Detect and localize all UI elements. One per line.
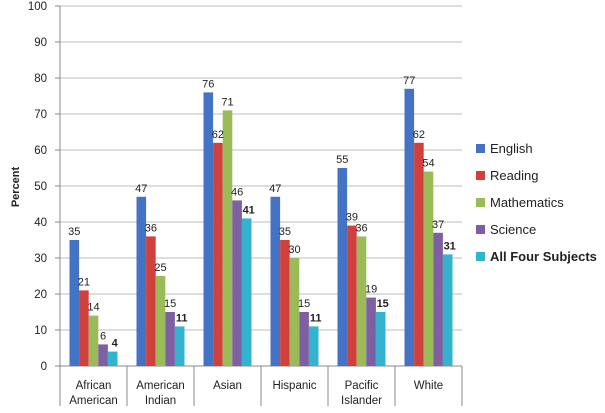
data-label: 6 xyxy=(100,330,106,342)
y-tick-label: 0 xyxy=(41,361,47,373)
bar xyxy=(442,254,453,366)
data-label: 76 xyxy=(202,78,214,90)
y-tick-label: 20 xyxy=(34,289,47,301)
data-label: 15 xyxy=(164,298,176,310)
x-category-label: Hispanic xyxy=(272,380,316,392)
bar xyxy=(241,218,252,366)
data-label: 35 xyxy=(68,226,80,238)
x-category-label: Indian xyxy=(145,395,176,407)
y-tick-label: 100 xyxy=(28,1,47,13)
x-category-label: White xyxy=(414,380,443,392)
y-axis-title: Percent xyxy=(10,166,22,207)
bar xyxy=(299,312,309,366)
bars xyxy=(69,88,453,367)
data-label: 54 xyxy=(422,158,434,170)
gridlines xyxy=(60,5,462,367)
bar xyxy=(375,312,386,366)
data-label: 71 xyxy=(221,96,233,108)
data-label: 46 xyxy=(231,186,243,198)
data-label: 62 xyxy=(212,129,224,141)
x-category-label: African xyxy=(76,380,112,392)
data-label: 35 xyxy=(279,226,291,238)
x-category-label: American xyxy=(136,380,185,392)
legend-label: Mathematics xyxy=(490,195,564,210)
bar xyxy=(423,171,434,366)
legend-label: Reading xyxy=(490,168,538,183)
data-label: 11 xyxy=(176,312,188,324)
y-tick-label: 50 xyxy=(34,181,47,193)
bar xyxy=(337,168,348,366)
bar xyxy=(414,142,424,366)
bar xyxy=(289,258,300,366)
data-label: 14 xyxy=(87,302,99,314)
legend: English Reading Mathematics Science All Four… xyxy=(476,141,597,264)
bar xyxy=(308,326,319,366)
bar xyxy=(232,200,242,366)
data-label: 55 xyxy=(336,154,348,166)
bar xyxy=(222,110,233,367)
data-label: 19 xyxy=(365,284,377,296)
data-label: 15 xyxy=(377,298,389,310)
bar xyxy=(165,312,175,366)
legend-label: All Four Subjects xyxy=(490,249,597,264)
x-category-label: American xyxy=(69,395,118,407)
x-axis: African American American Indian Asian Hispan… xyxy=(59,6,463,407)
data-label: 31 xyxy=(444,240,456,252)
data-label: 47 xyxy=(269,183,281,195)
bar xyxy=(146,236,156,366)
legend-swatch xyxy=(476,252,485,261)
x-category-label: Islander xyxy=(341,395,382,407)
legend-swatch xyxy=(476,225,485,234)
bar xyxy=(280,240,290,366)
data-label: 15 xyxy=(298,298,310,310)
data-label: 39 xyxy=(346,212,358,224)
bar xyxy=(213,142,223,366)
bar xyxy=(88,315,99,366)
bar xyxy=(404,88,415,367)
y-tick-label: 10 xyxy=(34,325,47,337)
data-label: 4 xyxy=(112,338,119,350)
legend-swatch xyxy=(476,198,485,207)
bar xyxy=(433,232,443,366)
y-tick-label: 80 xyxy=(34,73,47,85)
bar xyxy=(356,236,367,366)
y-tick-label: 90 xyxy=(34,37,47,49)
y-axis-ticks: 0 10 20 30 40 50 60 70 80 90 100 xyxy=(28,1,60,373)
y-tick-label: 70 xyxy=(34,109,47,121)
data-label: 47 xyxy=(135,183,147,195)
y-tick-label: 60 xyxy=(34,145,47,157)
data-labels: 3521146447362515117662714641473530151155… xyxy=(68,75,456,350)
legend-swatch xyxy=(476,144,485,153)
bar xyxy=(69,240,80,366)
data-label: 62 xyxy=(413,129,425,141)
data-label: 30 xyxy=(288,244,300,256)
bar xyxy=(107,351,118,366)
data-label: 36 xyxy=(145,222,157,234)
bar xyxy=(136,196,147,366)
y-tick-label: 40 xyxy=(34,217,47,229)
data-label: 77 xyxy=(403,75,415,87)
bar xyxy=(98,344,108,366)
data-label: 37 xyxy=(432,219,444,231)
bar xyxy=(366,297,376,366)
data-label: 21 xyxy=(78,276,90,288)
x-category-label: Asian xyxy=(213,380,242,392)
legend-label: Science xyxy=(490,222,536,237)
data-label: 36 xyxy=(355,222,367,234)
y-tick-label: 30 xyxy=(34,253,47,265)
data-label: 41 xyxy=(243,204,255,216)
data-label: 11 xyxy=(310,312,322,324)
bar xyxy=(174,326,185,366)
legend-swatch xyxy=(476,171,485,180)
bar xyxy=(79,290,89,366)
bar xyxy=(203,92,214,367)
legend-label: English xyxy=(490,141,533,156)
data-label: 25 xyxy=(154,262,166,274)
bar xyxy=(155,276,166,366)
x-category-label: Pacific xyxy=(345,380,379,392)
bar xyxy=(347,225,357,366)
bar xyxy=(270,196,281,366)
